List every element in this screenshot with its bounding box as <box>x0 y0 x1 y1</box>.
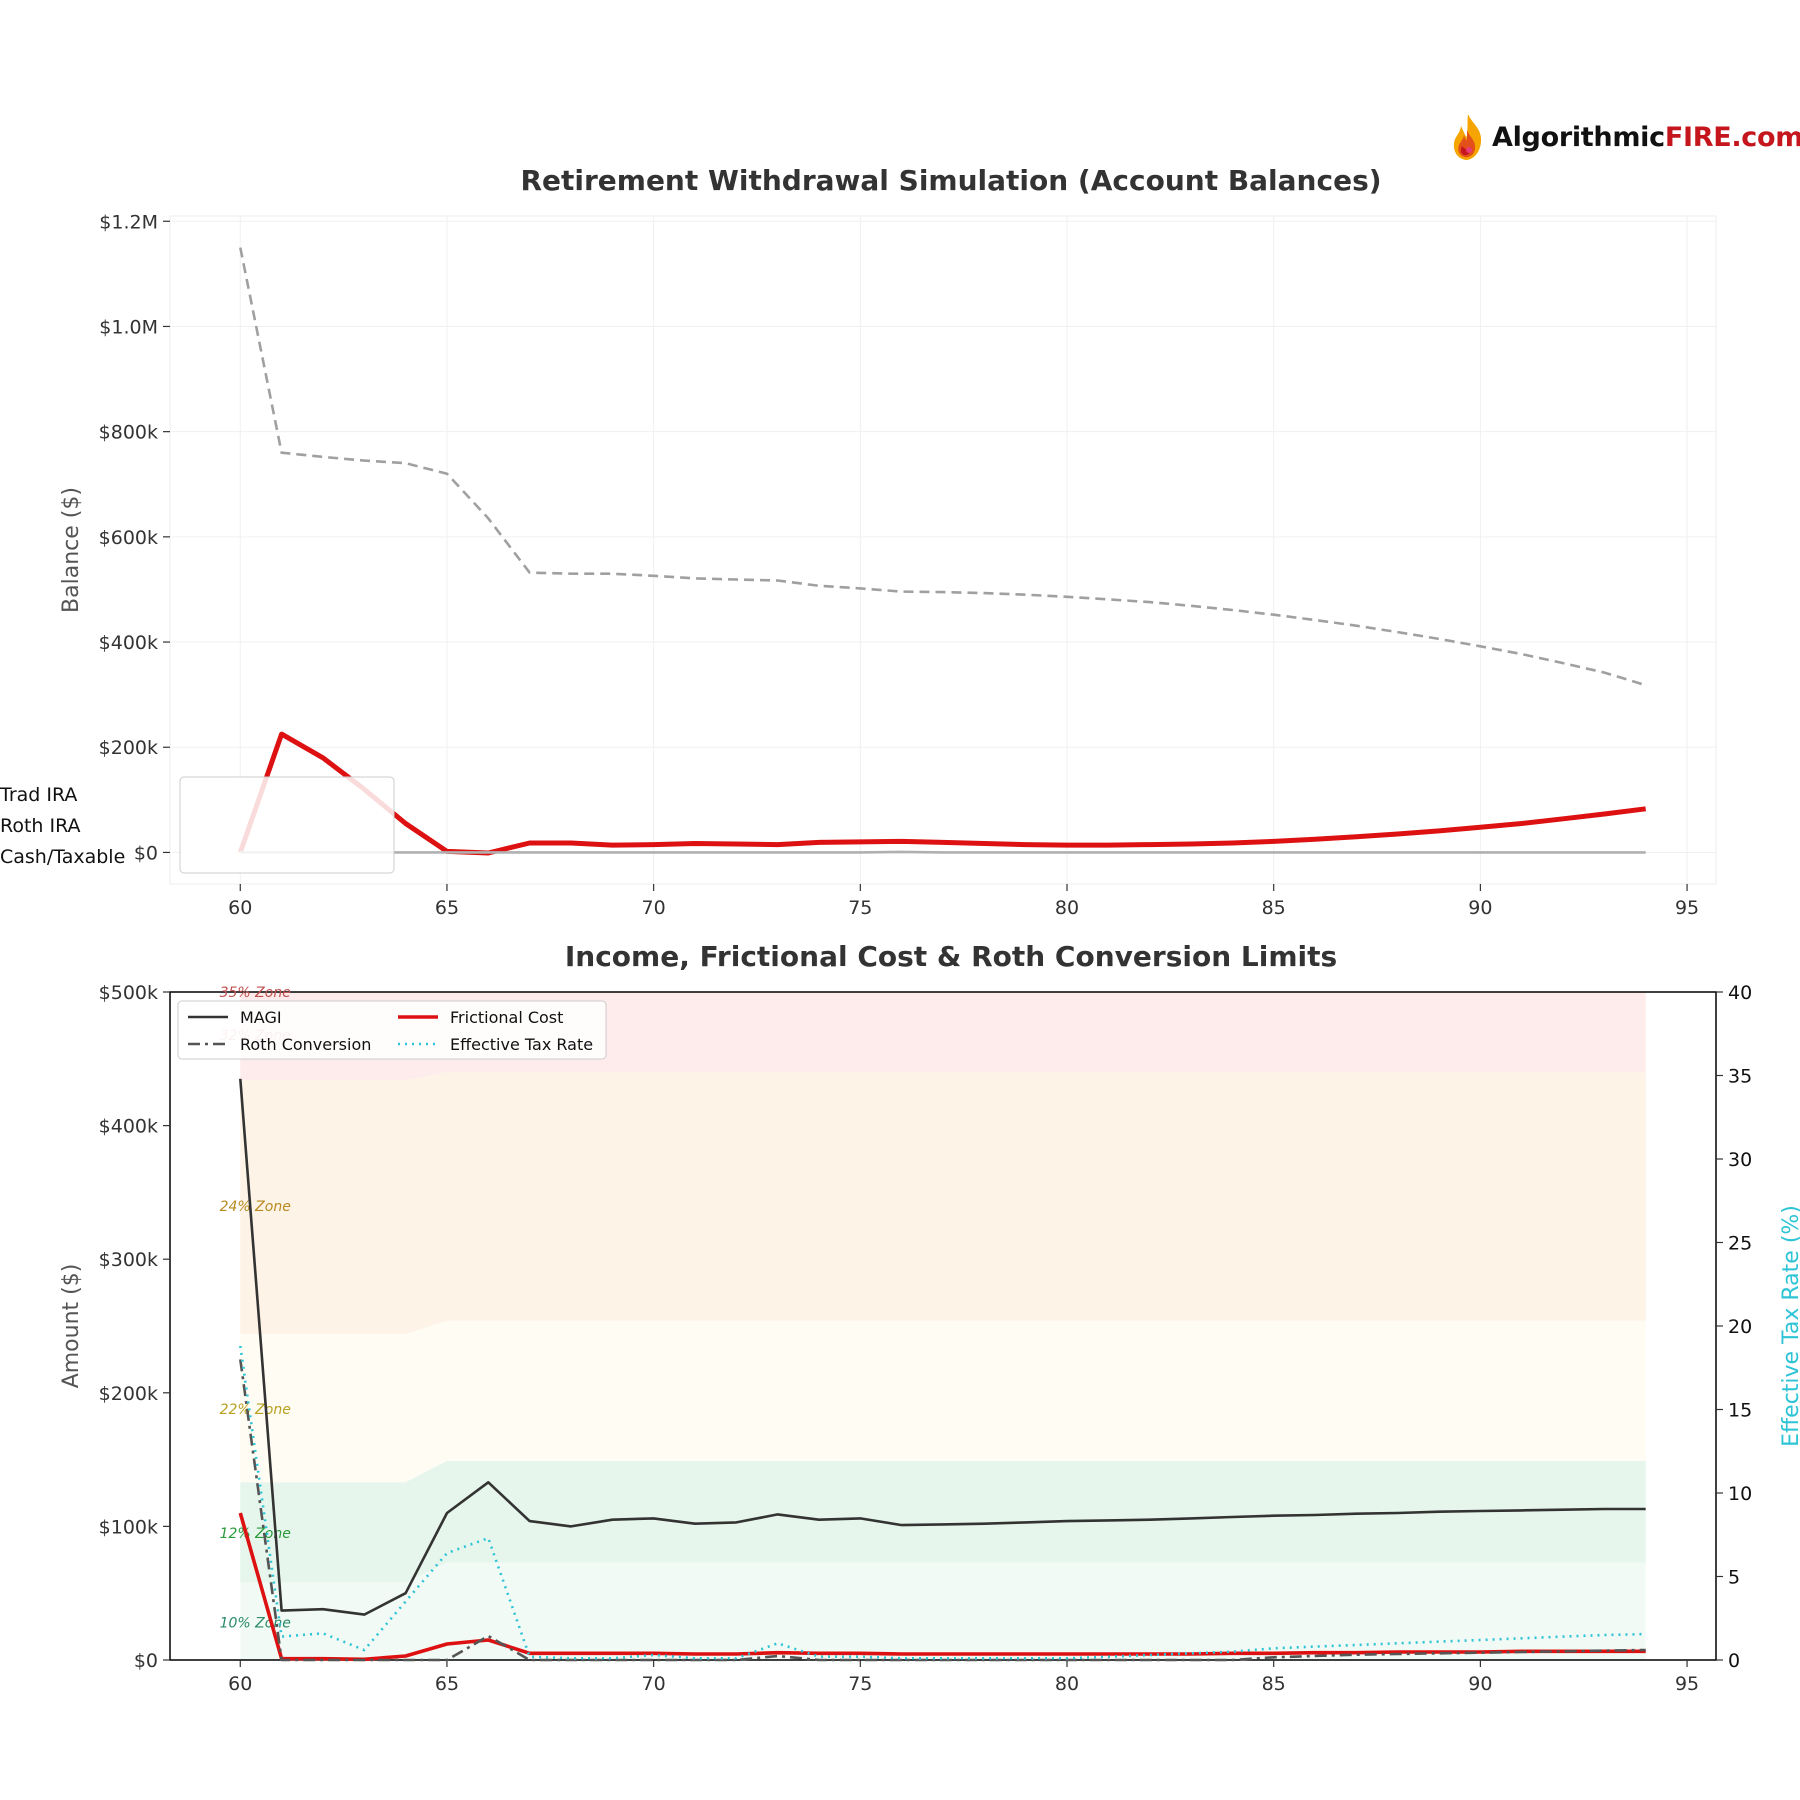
x-tick-label: 90 <box>1468 897 1492 919</box>
legend-box <box>179 776 395 874</box>
x-tick-label: 85 <box>1262 897 1286 919</box>
zone-label-22-zone: 22% Zone <box>220 1402 291 1418</box>
y-tick-label: $400k <box>99 632 158 654</box>
zone-label-35-zone: 35% Zone <box>220 985 291 1001</box>
y2-tick-label: 10 <box>1728 1483 1752 1505</box>
x-tick-label: 60 <box>228 897 252 919</box>
y-tick-label: $0 <box>134 842 158 864</box>
zone-24-zone <box>240 1072 1646 1335</box>
legend-box <box>177 1000 607 1060</box>
series-line-magi <box>239 1078 1646 1616</box>
x-tick-label: 80 <box>1055 897 1079 919</box>
account-balances-chart: Retirement Withdrawal Simulation (Accoun… <box>0 164 1717 919</box>
x-tick-label: 65 <box>435 897 459 919</box>
chart-title: Retirement Withdrawal Simulation (Accoun… <box>520 164 1381 197</box>
y2-tick-label: 0 <box>1728 1650 1740 1672</box>
y2-tick-label: 30 <box>1728 1149 1752 1171</box>
legend-label-cash-taxable: Cash/Taxable <box>0 846 125 868</box>
logo-prefix: Algorithmic <box>1492 122 1665 153</box>
x-tick-label: 80 <box>1055 1673 1079 1695</box>
y-tick-label: $600k <box>99 527 158 549</box>
plot-frame <box>169 215 1717 885</box>
y-tick-label: $200k <box>99 737 158 759</box>
logo-suffix: FIRE.com <box>1664 122 1800 153</box>
brand-logo: AlgorithmicFIRE.com <box>1448 112 1800 164</box>
y-axis-label: Balance ($) <box>59 487 84 613</box>
zone-12-zone <box>240 1460 1646 1583</box>
y-tick-label: $500k <box>99 982 158 1004</box>
legend-label-trad-ira: Trad IRA <box>0 784 77 806</box>
y2-tick-label: 35 <box>1728 1066 1752 1088</box>
y-tick-label: $800k <box>99 422 158 444</box>
y2-axis-label: Effective Tax Rate (%) <box>1779 1205 1800 1447</box>
income-cost-chart: Income, Frictional Cost & Roth Conversio… <box>59 940 1800 1695</box>
x-tick-label: 75 <box>848 897 872 919</box>
legend-label-roth-ira: Roth IRA <box>0 815 81 837</box>
series-line-roth-ira <box>237 731 1647 856</box>
legend: MAGI Frictional Cost Roth Conversion Effect… <box>177 1000 607 1060</box>
y-tick-label: $200k <box>99 1383 158 1405</box>
y2-tick-label: 20 <box>1728 1316 1752 1338</box>
series-line-cash-taxable <box>240 850 1646 854</box>
zone-10-zone <box>240 1562 1646 1660</box>
y-tick-label: $1.0M <box>99 316 158 338</box>
legend-label-roth-conversion: Roth Conversion <box>240 1035 371 1054</box>
y2-tick-label: 40 <box>1728 982 1752 1004</box>
y2-tick-label: 15 <box>1728 1400 1752 1422</box>
x-tick-label: 60 <box>228 1673 252 1695</box>
legend-label-magi: MAGI <box>240 1008 282 1027</box>
x-tick-label: 65 <box>435 1673 459 1695</box>
logo-wordmark: AlgorithmicFIRE.com <box>1492 122 1800 153</box>
legend: Trad IRA Roth IRA Cash/Taxable <box>0 776 395 874</box>
x-tick-label: 95 <box>1675 897 1699 919</box>
series-line-roth-conversion <box>239 1359 1646 1662</box>
y-tick-label: $0 <box>134 1650 158 1672</box>
x-tick-label: 90 <box>1468 1673 1492 1695</box>
y2-tick-label: 5 <box>1728 1567 1740 1589</box>
y-tick-label: $100k <box>99 1516 158 1538</box>
zone-22-zone <box>240 1320 1646 1483</box>
x-tick-label: 75 <box>848 1673 872 1695</box>
x-tick-label: 70 <box>642 1673 666 1695</box>
y-tick-label: $400k <box>99 1116 158 1138</box>
y-tick-label: $1.2M <box>99 211 158 233</box>
zone-label-24-zone: 24% Zone <box>220 1199 291 1215</box>
legend-label-effective-tax-rate: Effective Tax Rate <box>450 1035 593 1054</box>
legend-label-frictional-cost: Frictional Cost <box>450 1008 563 1027</box>
x-tick-label: 70 <box>642 897 666 919</box>
y-axis-label: Amount ($) <box>59 1264 84 1389</box>
y2-tick-label: 25 <box>1728 1233 1752 1255</box>
flame-icon <box>1453 114 1482 160</box>
y-tick-label: $300k <box>99 1249 158 1271</box>
x-tick-label: 95 <box>1675 1673 1699 1695</box>
zone-label-12-zone: 12% Zone <box>220 1526 291 1542</box>
series-line-frictional-cost <box>238 1512 1646 1662</box>
series-line-trad-ira <box>239 247 1647 687</box>
chart-title: Income, Frictional Cost & Roth Conversio… <box>565 940 1337 973</box>
x-tick-label: 85 <box>1262 1673 1286 1695</box>
